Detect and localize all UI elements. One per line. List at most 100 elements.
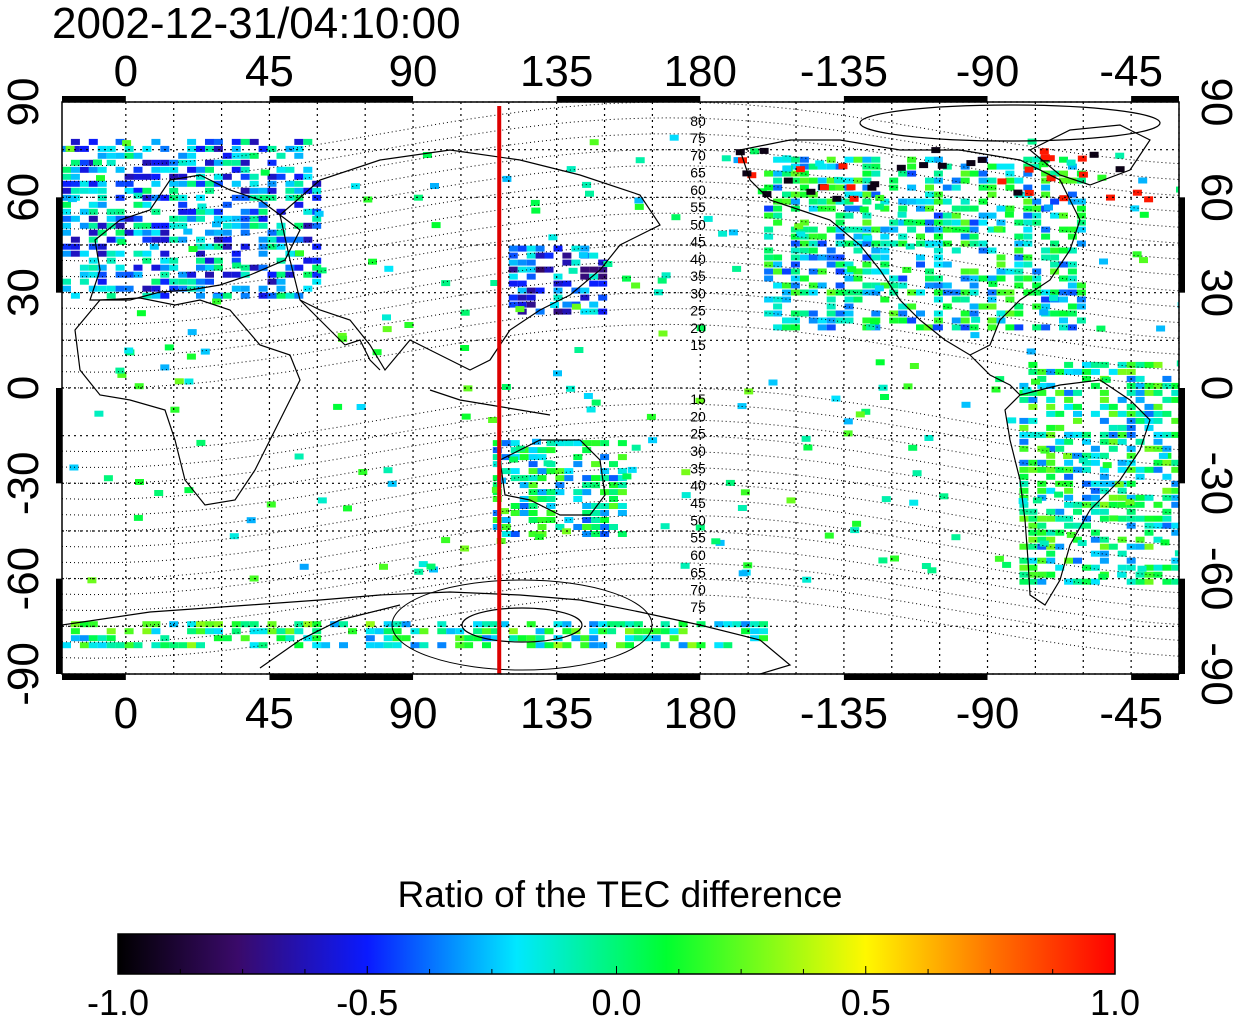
x-tick-label-top: 45 [245, 47, 294, 96]
tec-cell [1117, 536, 1127, 543]
tec-cell [580, 642, 590, 649]
tec-cell [249, 642, 259, 649]
tec-cell [1171, 564, 1179, 571]
tec-cell [115, 250, 125, 257]
tec-cell [124, 642, 134, 649]
tec-cell [1014, 240, 1024, 247]
tec-cell [88, 229, 98, 236]
tec-cell [303, 285, 313, 292]
tec-cell [555, 440, 565, 447]
tec-cell [365, 628, 375, 635]
tec-cell [151, 194, 161, 201]
tec-cell [1126, 515, 1136, 522]
tec-cell [867, 184, 877, 191]
tec-cell [916, 310, 925, 317]
tec-cell [1050, 198, 1060, 205]
tec-cell [1023, 226, 1033, 233]
tec-cell [151, 180, 161, 187]
tec-cell [62, 278, 71, 285]
tec-cell [535, 308, 545, 315]
tec-cell [267, 271, 277, 278]
tec-cell [196, 642, 205, 649]
tec-cell [1162, 473, 1172, 480]
tec-cell [213, 628, 223, 635]
tec-cell [889, 240, 899, 247]
tec-cell [907, 163, 917, 170]
tec-cell [790, 261, 800, 268]
tec-cell [1067, 310, 1077, 317]
tec-cell [222, 215, 232, 222]
tec-cell [356, 404, 366, 410]
tec-cell [526, 642, 536, 649]
tec-cell [1059, 195, 1069, 202]
tec-cell [790, 324, 800, 331]
tec-cell [960, 240, 970, 247]
tec-cell [510, 440, 520, 447]
tec-cell [88, 236, 98, 243]
tec-cell [1046, 550, 1056, 557]
tec-cell [508, 273, 518, 280]
tec-cell [106, 208, 116, 215]
tec-cell [1019, 494, 1029, 501]
tec-cell [1023, 198, 1033, 205]
tec-cell [987, 226, 997, 233]
tec-cell [598, 621, 608, 628]
tec-cell [808, 226, 818, 233]
tec-cell [862, 191, 872, 198]
tec-cell [510, 468, 520, 475]
tec-cell [231, 222, 241, 229]
tec-cell [847, 266, 857, 273]
tec-cell [1090, 445, 1100, 452]
tec-cell [87, 577, 97, 584]
tec-cell [1108, 494, 1118, 501]
tec-cell [1082, 452, 1091, 459]
tec-cell [1059, 310, 1068, 317]
tec-cell [1117, 438, 1127, 445]
tec-cell [1014, 177, 1024, 184]
tec-cell [790, 317, 800, 324]
tec-cell [905, 243, 915, 250]
tec-cell [589, 635, 599, 642]
tec-cell [871, 268, 881, 275]
tec-cell [294, 173, 304, 180]
axis-edge-bars [56, 96, 1185, 680]
tec-cell [508, 266, 518, 273]
tec-cell [151, 222, 161, 229]
tec-cell [1023, 289, 1033, 296]
tec-cell [213, 138, 223, 145]
tec-cell [1067, 275, 1077, 282]
tec-cell [1039, 148, 1049, 155]
tec-cell [808, 163, 818, 170]
tec-cell [987, 275, 997, 282]
tec-cell [142, 201, 152, 208]
colorbar-tick-label: 1.0 [1089, 982, 1141, 1023]
tec-cell [898, 303, 908, 310]
tec-cell [276, 278, 286, 285]
tec-cell [1076, 212, 1086, 219]
tec-cell [890, 555, 899, 562]
tec-cell [1007, 417, 1017, 424]
tec-cell [178, 159, 188, 166]
tec-cell [537, 524, 547, 530]
tec-cell [546, 517, 556, 523]
y-tick-label-right: -90 [1192, 642, 1240, 706]
contour-label: 45 [690, 495, 706, 511]
tec-cell [589, 621, 599, 628]
tec-cell [871, 170, 881, 177]
tec-cell [853, 177, 863, 184]
tec-cell [1050, 240, 1060, 247]
tec-cell [1162, 445, 1172, 452]
tec-cell [1059, 296, 1068, 303]
tec-cell [960, 289, 970, 296]
tec-cell [1076, 177, 1086, 184]
tec-cell [240, 229, 250, 236]
tec-cell [591, 503, 601, 509]
tec-cell [996, 289, 1006, 296]
tec-cell [773, 310, 783, 317]
tec-cell [1117, 424, 1127, 431]
tec-cell [782, 155, 792, 162]
tec-cell [1099, 487, 1109, 494]
tec-cell [1090, 361, 1100, 368]
contour-label: 30 [690, 443, 706, 459]
tec-cell [1064, 361, 1074, 368]
